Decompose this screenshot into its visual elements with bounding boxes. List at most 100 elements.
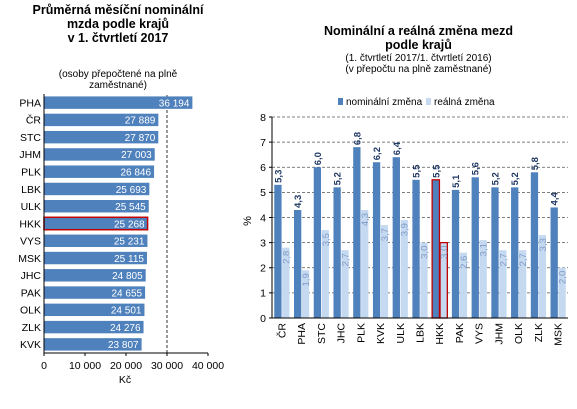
- legend-nominal-label: nominální změna: [346, 97, 423, 108]
- left-category-label: KVK: [20, 339, 41, 351]
- right-real-bar-JHM: [499, 250, 507, 318]
- left-category-label: STC: [20, 132, 41, 144]
- right-real-value-label: 2,7: [518, 253, 529, 266]
- right-real-bar-VYS: [479, 240, 487, 318]
- right-real-value-label: 2,8: [281, 251, 292, 264]
- right-real-bar-ZLK: [538, 235, 546, 318]
- right-real-value-label: 2,7: [498, 253, 509, 266]
- left-x-tick-label: 40 000: [192, 360, 224, 372]
- left-bar-PHA: [44, 96, 193, 109]
- right-real-value-label: 3,7: [380, 228, 391, 241]
- right-real-value-label: 2,0: [558, 271, 569, 284]
- right-y-tick-label: 3: [260, 237, 266, 249]
- left-category-label: ČR: [26, 114, 42, 127]
- right-nominal-value-label: 5,2: [490, 172, 501, 185]
- right-category-label: PAK: [454, 323, 466, 343]
- right-real-bar-KVK: [380, 225, 389, 318]
- right-nominal-bar-KVK: [372, 162, 381, 318]
- right-nominal-value-label: 4,4: [550, 192, 561, 206]
- right-real-value-label: 3,1: [479, 243, 490, 256]
- left-category-label: JHM: [19, 149, 41, 161]
- left-category-label: JHC: [21, 270, 42, 282]
- right-category-label: PLK: [355, 323, 367, 343]
- right-nominal-bar-OLK: [511, 187, 519, 318]
- left-value-label: 25 693: [116, 185, 147, 196]
- right-nominal-bar-JHC: [333, 187, 341, 318]
- right-category-label: LBK: [415, 323, 427, 343]
- right-nominal-value-label: 5,5: [431, 164, 442, 178]
- left-bar-LBK: [44, 182, 150, 196]
- left-category-label: PLK: [21, 167, 41, 179]
- right-real-bar-ČR: [282, 247, 290, 318]
- left-x-tick-label: 20 000: [110, 360, 142, 372]
- right-y-tick-label: 8: [260, 112, 266, 124]
- right-real-value-label: 1,9: [301, 273, 312, 286]
- left-value-label: 27 889: [125, 116, 156, 127]
- left-bar-MSK: [44, 251, 147, 265]
- right-real-bar-PLK: [361, 209, 369, 318]
- left-subtitle-line-2: zaměstnané): [89, 80, 147, 91]
- right-nominal-value-label: 5,3: [273, 170, 284, 183]
- right-real-value-label: 3,0: [419, 246, 430, 259]
- left-x-axis-label: Kč: [119, 374, 131, 386]
- left-value-label: 26 846: [120, 168, 151, 179]
- left-bar-OLK: [44, 303, 145, 317]
- right-title-line-1: Nominální a reálná změna mezd: [324, 24, 513, 38]
- right-real-value-label: 3,0: [439, 246, 450, 259]
- right-category-label: OLK: [513, 323, 525, 344]
- right-real-bar-LBK: [420, 242, 428, 318]
- right-nominal-bar-ZLK: [530, 172, 539, 318]
- left-bar-PAK: [44, 286, 146, 299]
- left-category-label: MSK: [18, 253, 41, 265]
- legend-real-swatch: [426, 98, 431, 105]
- right-category-label: ZLK: [533, 323, 545, 342]
- right-nominal-value-label: 6,8: [352, 132, 363, 145]
- right-nominal-value-label: 6,4: [392, 141, 403, 155]
- left-bar-ZLK: [44, 320, 144, 334]
- left-bar-KVK: [44, 338, 142, 351]
- right-category-label: MSK: [553, 323, 565, 346]
- left-bar-STC: [44, 130, 159, 144]
- right-category-label: STC: [316, 323, 328, 344]
- right-real-bar-ULK: [400, 220, 408, 318]
- right-category-label: JHC: [336, 323, 348, 344]
- right-y-tick-label: 1: [260, 288, 266, 300]
- right-nominal-value-label: 5,8: [530, 157, 541, 170]
- left-bar-JHC: [44, 269, 146, 282]
- left-value-label: 27 003: [121, 150, 152, 161]
- right-y-tick-label: 4: [260, 212, 266, 224]
- left-value-label: 24 655: [111, 288, 142, 299]
- right-nominal-bar-PHA: [294, 209, 302, 318]
- right-real-bar-OLK: [518, 250, 527, 318]
- right-nominal-bar-LBK: [412, 179, 420, 318]
- right-nominal-bar-PLK: [353, 147, 361, 318]
- right-nominal-value-label: 5,2: [333, 172, 344, 185]
- right-real-bar-JHC: [341, 250, 349, 318]
- right-y-tick-label: 2: [260, 263, 266, 275]
- right-y-tick-label: 7: [260, 137, 266, 149]
- left-category-label: HKK: [19, 218, 41, 230]
- left-x-tick-label: 0: [41, 360, 47, 372]
- left-x-tick-label: 10 000: [69, 360, 101, 372]
- right-real-bar-STC: [321, 230, 329, 318]
- right-real-bar-MSK: [558, 267, 566, 318]
- legend-real-label: reálná změna: [434, 97, 495, 108]
- right-category-label: VYS: [474, 323, 486, 344]
- right-nominal-bar-PAK: [451, 189, 460, 318]
- right-nominal-bar-ČR: [274, 184, 282, 318]
- left-value-label: 23 807: [108, 340, 139, 351]
- left-bar-VYS: [44, 234, 148, 247]
- right-nominal-bar-JHM: [491, 187, 499, 318]
- right-real-value-label: 3,3: [538, 238, 549, 251]
- right-nominal-bar-STC: [313, 167, 322, 318]
- left-value-label: 24 805: [112, 271, 143, 282]
- right-title-line-2: podle krajů: [385, 38, 452, 52]
- left-category-label: PAK: [21, 287, 41, 299]
- right-nominal-bar-MSK: [550, 207, 558, 318]
- right-real-value-label: 3,9: [400, 223, 411, 236]
- left-bar-JHM: [44, 148, 155, 161]
- right-chart-title: Nominální a reálná změna mezd podle kraj…: [260, 24, 577, 52]
- right-y-tick-label: 6: [260, 162, 266, 174]
- left-x-tick-label: 30 000: [151, 360, 183, 372]
- right-subtitle-line-2: (v přepočtu na plně zaměstnané): [345, 64, 492, 75]
